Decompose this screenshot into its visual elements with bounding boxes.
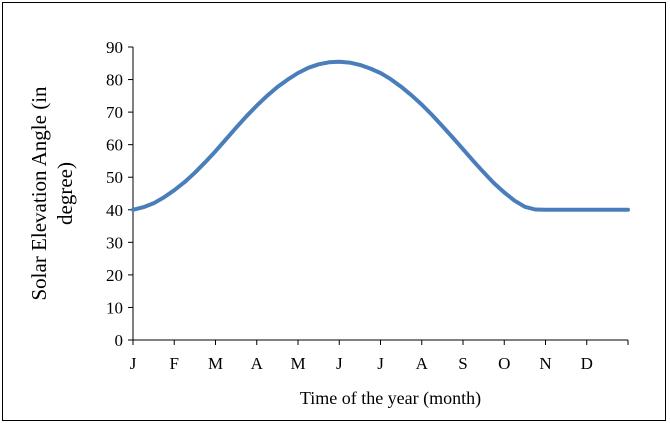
x-tick-label: F	[170, 354, 179, 373]
series-line	[131, 59, 630, 212]
y-axis-title: Solar Elevation Angle (in degree)	[27, 86, 77, 301]
y-tick-label: 40	[106, 201, 123, 220]
x-tick-label: S	[458, 354, 467, 373]
x-tick-label: M	[290, 354, 305, 373]
y-tick-label: 70	[106, 103, 123, 122]
y-tick-label: 10	[106, 298, 123, 317]
x-tick-label: O	[498, 354, 510, 373]
x-axis-title: Time of the year (month)	[300, 388, 481, 409]
y-tick-label: 20	[106, 266, 123, 285]
y-tick-label: 90	[106, 38, 123, 57]
y-axis-title-line: degree)	[53, 162, 77, 225]
y-tick-label: 50	[106, 168, 123, 187]
y-tick-label: 80	[106, 71, 123, 90]
x-tick-label: J	[336, 354, 343, 373]
x-tick-label: A	[416, 354, 429, 373]
y-tick-label: 30	[106, 233, 123, 252]
x-tick-label: J	[130, 354, 137, 373]
x-tick-label: D	[581, 354, 593, 373]
x-tick-label: M	[208, 354, 223, 373]
y-tick-label: 0	[115, 331, 124, 350]
x-tick-label: N	[539, 354, 551, 373]
x-tick-label: A	[251, 354, 264, 373]
y-axis-ticks: 0 10 20 30 40 50 60 70 80 90	[106, 38, 133, 350]
y-axis-title-line: Solar Elevation Angle (in	[27, 86, 51, 301]
y-tick-label: 60	[106, 136, 123, 155]
x-tick-label: J	[377, 354, 384, 373]
series-layer	[131, 59, 630, 212]
